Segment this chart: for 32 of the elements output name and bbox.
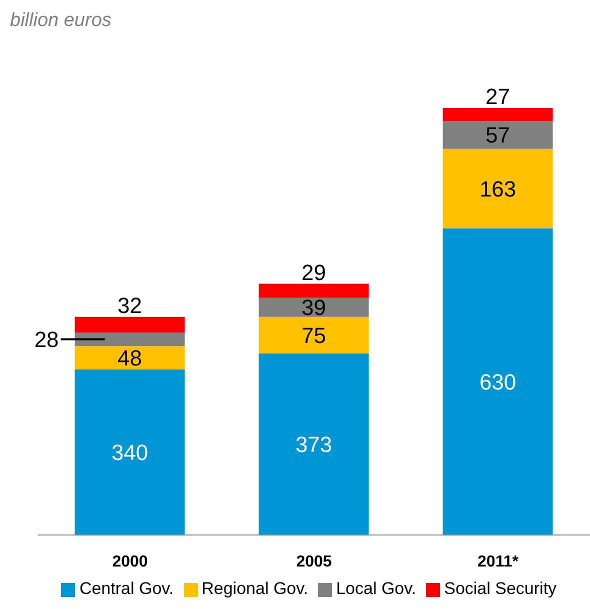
data-label: 163	[479, 176, 516, 202]
legend-label: Local Gov.	[336, 579, 416, 598]
data-label: 28	[34, 326, 59, 352]
bar	[258, 284, 369, 298]
legend-label: Social Security	[444, 579, 557, 598]
bar	[442, 108, 553, 122]
x-tick-label: 2005	[296, 553, 332, 570]
bar	[258, 298, 369, 317]
x-tick-label: 2011*	[478, 553, 520, 570]
data-label: 32	[118, 292, 142, 318]
bar	[442, 228, 553, 535]
data-label: 373	[295, 432, 332, 457]
data-label: 75	[302, 322, 326, 348]
bar	[258, 316, 369, 354]
bar	[258, 353, 369, 535]
bar	[74, 316, 185, 332]
data-label: 48	[118, 345, 142, 370]
data-label: 340	[111, 440, 148, 465]
bar	[74, 346, 185, 370]
data-label: 630	[479, 369, 516, 394]
data-label: 39	[302, 295, 326, 320]
bar	[74, 369, 185, 535]
chart-subtitle: billion euros	[10, 10, 112, 32]
bar	[442, 121, 553, 149]
bar	[74, 332, 185, 346]
data-label: 27	[486, 84, 510, 109]
legend-label: Regional Gov.	[202, 579, 308, 598]
legend-label: Central Gov.	[79, 579, 174, 598]
data-label: 57	[486, 122, 510, 148]
x-tick-label: 2000	[112, 553, 148, 570]
data-label: 29	[302, 260, 326, 285]
bar	[442, 148, 553, 228]
